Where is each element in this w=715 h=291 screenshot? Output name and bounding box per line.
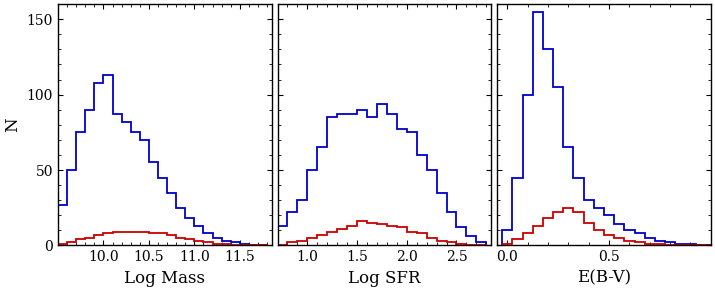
X-axis label: Log SFR: Log SFR xyxy=(348,270,420,287)
Y-axis label: N: N xyxy=(4,118,21,132)
X-axis label: Log Mass: Log Mass xyxy=(124,270,205,287)
X-axis label: E(B-V): E(B-V) xyxy=(577,270,631,287)
